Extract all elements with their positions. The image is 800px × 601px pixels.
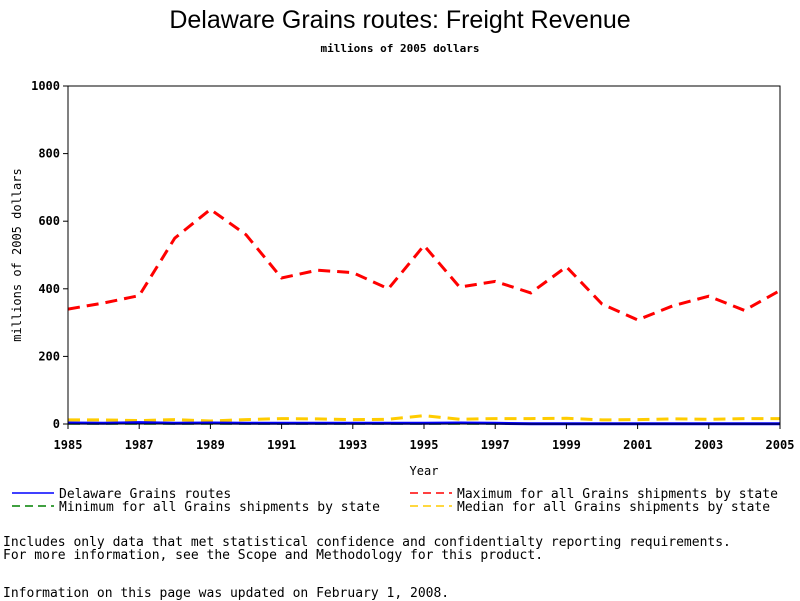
x-axis: 1985 1987 1989 1991 1993 1995 1997 1999 2001 2003… <box>54 424 795 452</box>
x-tick-label-1985: 1985 <box>54 438 83 452</box>
chart-title: Delaware Grains routes: Freight Revenue <box>169 6 631 34</box>
y-tick-label-800: 800 <box>38 147 60 161</box>
legend-label-delaware-grains-routes: Delaware Grains routes <box>59 487 231 502</box>
plot-lines <box>67 207 781 426</box>
y-tick-label-200: 200 <box>38 349 60 363</box>
x-tick-label-1995: 1995 <box>410 438 439 452</box>
x-tick-label-1997: 1997 <box>481 438 510 452</box>
legend-label-minimum-for-all-grains-shipments-by-state: Minimum for all Grains shipments by stat… <box>59 500 380 515</box>
series-line-maximum-for-all-grains-shipments-by-state <box>67 207 781 322</box>
x-axis-title: Year <box>410 464 439 478</box>
y-tick-label-400: 400 <box>38 282 60 296</box>
y-tick-label-0: 0 <box>53 417 60 431</box>
x-tick-label-1989: 1989 <box>196 438 225 452</box>
legend-label-median-for-all-grains-shipments-by-state: Median for all Grains shipments by state <box>457 500 770 515</box>
x-tick-label-2001: 2001 <box>623 438 652 452</box>
footnote-line-3: Information on this page was updated on … <box>3 586 450 601</box>
x-tick-label-2003: 2003 <box>694 438 723 452</box>
x-tick-label-1991: 1991 <box>267 438 296 452</box>
x-tick-label-1999: 1999 <box>552 438 581 452</box>
legend-label-maximum-for-all-grains-shipments-by-state: Maximum for all Grains shipments by stat… <box>457 487 778 502</box>
x-tick-label-1987: 1987 <box>125 438 154 452</box>
y-axis-title: millions of 2005 dollars <box>10 168 24 341</box>
footnote-line-1: Includes only data that met statistical … <box>3 535 731 550</box>
x-tick-label-2005: 2005 <box>766 438 795 452</box>
y-axis: 0 200 400 600 800 1000 <box>31 79 68 431</box>
y-tick-label-1000: 1000 <box>31 79 60 93</box>
chart-subtitle: millions of 2005 dollars <box>320 42 480 55</box>
series-line-median-for-all-grains-shipments-by-state <box>68 414 780 423</box>
y-tick-label-600: 600 <box>38 214 60 228</box>
plot-frame <box>67 85 781 425</box>
footnote-line-2: For more information, see the Scope and … <box>3 548 544 563</box>
x-tick-label-1993: 1993 <box>338 438 367 452</box>
